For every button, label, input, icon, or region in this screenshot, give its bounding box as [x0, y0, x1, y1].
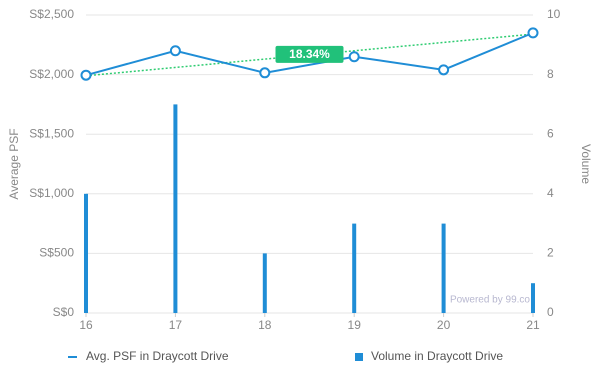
legend: Avg. PSF in Draycott Drive Volume in Dray…	[68, 349, 503, 363]
y2-axis-title: Volume	[579, 144, 593, 184]
legend-label: Avg. PSF in Draycott Drive	[86, 349, 229, 363]
y-tick-label: S$2,500	[29, 7, 74, 21]
y2-tick-label: 10	[547, 7, 561, 21]
marker	[438, 64, 450, 76]
bar	[262, 253, 267, 313]
x-tick-label: 16	[79, 318, 93, 332]
y2-tick-label: 2	[547, 246, 554, 260]
bar	[84, 193, 88, 313]
y-tick-label: S$0	[53, 305, 75, 319]
x-tick-label: 17	[169, 318, 183, 332]
y-tick-label: S$1,000	[29, 186, 74, 200]
trend-badge	[275, 45, 344, 63]
x-tick-label: 18	[258, 318, 272, 332]
y-tick-label: S$500	[39, 246, 74, 260]
bar	[441, 223, 446, 313]
x-tick-label: 21	[526, 318, 540, 332]
y2-tick-label: 4	[547, 186, 554, 200]
marker	[80, 69, 92, 81]
marker	[169, 45, 181, 57]
marker	[527, 27, 539, 39]
watermark: Powered by 99.co	[450, 295, 530, 306]
y2-tick-label: 6	[547, 126, 554, 140]
line	[85, 31, 534, 77]
bar	[352, 223, 357, 313]
x-tick-label: 19	[348, 318, 362, 332]
trend-label: 18.34%	[289, 47, 330, 61]
marker	[348, 51, 360, 63]
plot-area	[85, 14, 534, 317]
y-tick-label: S$2,000	[29, 67, 74, 81]
bar	[173, 104, 178, 314]
y2-tick-label: 0	[547, 305, 554, 319]
marker	[259, 67, 271, 79]
y-tick-label: S$1,500	[29, 126, 74, 140]
y-axis-title: Average PSF	[7, 128, 21, 199]
bar	[531, 283, 535, 313]
x-tick-label: 20	[437, 318, 451, 332]
legend-swatch	[355, 353, 363, 361]
y2-tick-label: 8	[547, 67, 554, 81]
legend-label: Volume in Draycott Drive	[371, 349, 503, 363]
